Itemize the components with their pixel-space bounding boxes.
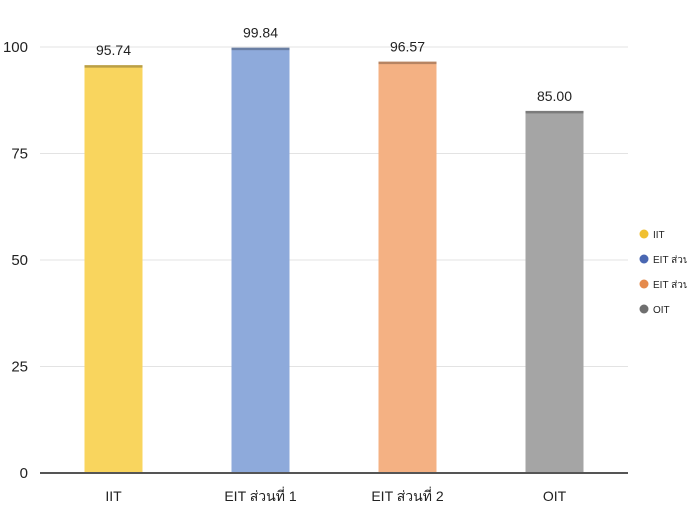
y-tick-label: 75 bbox=[11, 146, 28, 163]
data-label: 96.57 bbox=[390, 39, 425, 55]
legend-marker bbox=[639, 229, 649, 239]
bar bbox=[84, 65, 143, 474]
data-label: 99.84 bbox=[243, 25, 278, 41]
bar-top-edge bbox=[84, 65, 143, 68]
data-label: 95.74 bbox=[96, 42, 131, 58]
bar-top-edge bbox=[525, 110, 584, 114]
legend-label: OIT bbox=[653, 305, 670, 316]
data-label: 85.00 bbox=[537, 88, 572, 104]
x-category-label: OIT bbox=[543, 488, 567, 504]
legend-marker bbox=[639, 279, 649, 289]
data-labels: 95.74 99.84 96.57 85.00 bbox=[96, 25, 572, 104]
legend-label: IIT bbox=[653, 230, 665, 241]
legend-marker bbox=[639, 304, 649, 314]
y-axis-ticks: 0 25 50 75 100 bbox=[3, 39, 28, 482]
y-tick-label: 50 bbox=[11, 252, 28, 269]
y-tick-label: 100 bbox=[3, 39, 28, 56]
bar-top-edge bbox=[231, 47, 290, 51]
bar-top-edge bbox=[378, 61, 437, 65]
x-category-label: EIT ส่วนที่ 2 bbox=[371, 487, 444, 504]
bars bbox=[84, 47, 584, 474]
bar bbox=[378, 61, 437, 473]
x-category-label: IIT bbox=[105, 488, 122, 504]
x-category-label: EIT ส่วนที่ 1 bbox=[224, 487, 297, 504]
bar bbox=[525, 110, 584, 474]
x-axis-labels: IIT EIT ส่วนที่ 1 EIT ส่วนที่ 2 OIT bbox=[105, 487, 566, 504]
bar bbox=[231, 47, 290, 473]
legend-label: EIT ส่วนที่ 2 bbox=[653, 277, 687, 291]
y-tick-label: 0 bbox=[20, 465, 28, 482]
y-tick-label: 25 bbox=[11, 359, 28, 376]
legend-marker bbox=[639, 254, 649, 264]
legend: IIT EIT ส่วนที่ 1 EIT ส่วนที่ 2 OIT bbox=[639, 229, 687, 316]
legend-label: EIT ส่วนที่ 1 bbox=[653, 252, 687, 266]
